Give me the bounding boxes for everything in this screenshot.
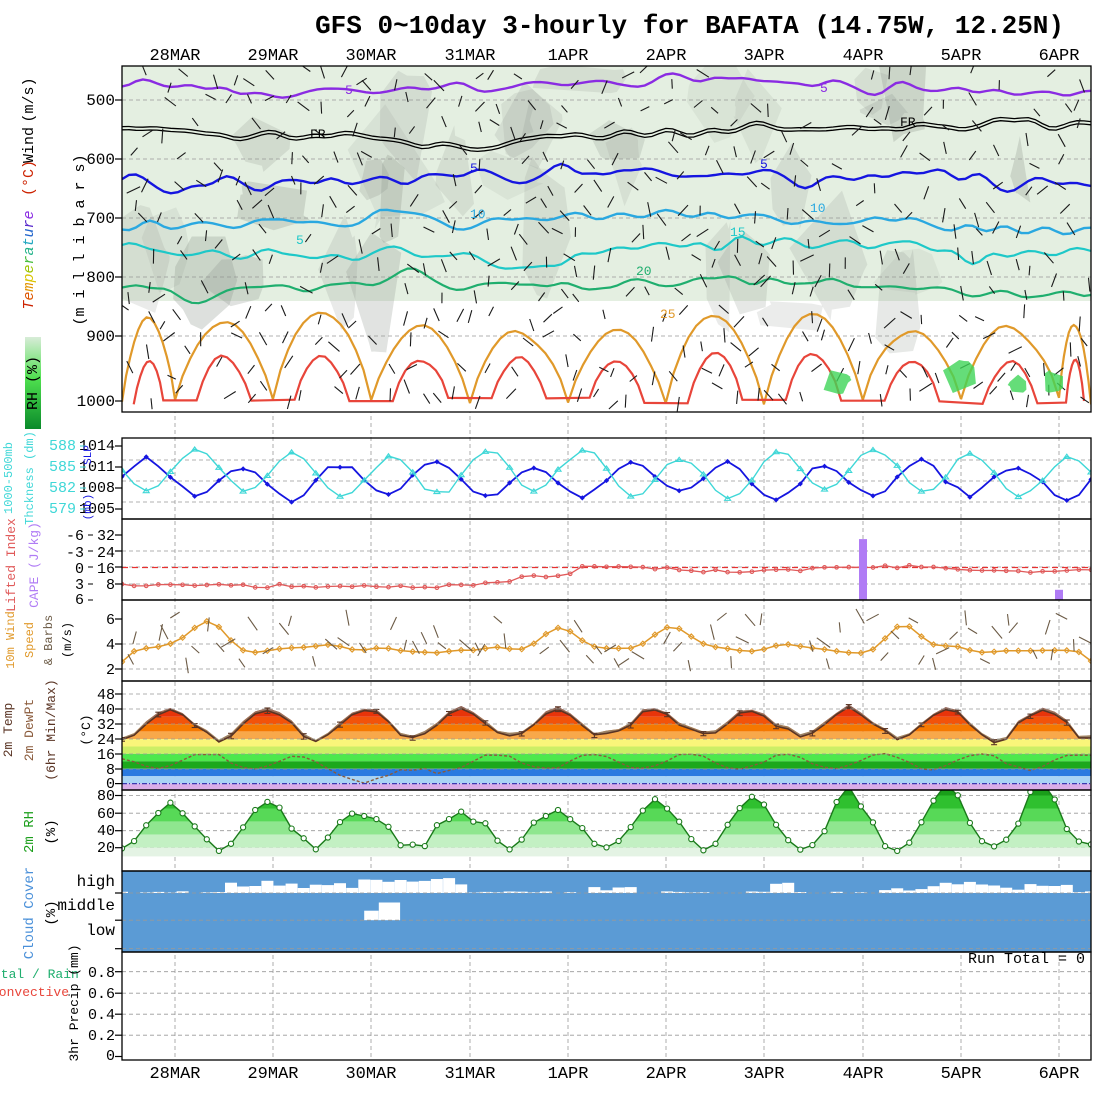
svg-text:0.4: 0.4 — [88, 1007, 115, 1024]
svg-text:600: 600 — [86, 151, 115, 169]
svg-text:5: 5 — [470, 161, 478, 176]
svg-text:Wind: Wind — [21, 127, 38, 163]
svg-text:2APR: 2APR — [646, 1065, 687, 1084]
svg-text:3hr Precip (mm): 3hr Precip (mm) — [67, 944, 82, 1061]
svg-text:& Barbs: & Barbs — [42, 615, 56, 665]
svg-text:1000-500mb: 1000-500mb — [2, 442, 16, 514]
svg-text:10: 10 — [810, 201, 826, 216]
svg-text:FR: FR — [900, 115, 916, 130]
svg-text:16: 16 — [97, 561, 115, 578]
svg-text:3APR: 3APR — [744, 47, 785, 66]
svg-text:-3: -3 — [66, 545, 84, 562]
svg-text:585: 585 — [49, 459, 76, 476]
svg-text:15: 15 — [730, 225, 746, 240]
svg-text:20: 20 — [636, 264, 652, 279]
svg-text:800: 800 — [86, 269, 115, 287]
svg-text:500: 500 — [86, 92, 115, 110]
svg-text:(6hr Min/Max): (6hr Min/Max) — [44, 679, 59, 780]
svg-text:middle: middle — [57, 897, 115, 915]
svg-text:5APR: 5APR — [941, 1065, 982, 1084]
svg-text:579: 579 — [49, 501, 76, 518]
svg-text:5APR: 5APR — [941, 47, 982, 66]
svg-text:32: 32 — [97, 528, 115, 545]
svg-text:0: 0 — [75, 561, 84, 578]
svg-text:4APR: 4APR — [843, 1065, 884, 1084]
svg-text:30MAR: 30MAR — [345, 47, 396, 66]
svg-text:FR: FR — [310, 127, 326, 142]
svg-text:5: 5 — [296, 233, 304, 248]
svg-text:Convective: Convective — [0, 985, 69, 1000]
svg-text:Thckness (dm): Thckness (dm) — [23, 431, 37, 525]
svg-text:31MAR: 31MAR — [444, 47, 495, 66]
svg-text:1APR: 1APR — [548, 1065, 589, 1084]
svg-text:(%): (%) — [44, 819, 60, 844]
svg-text:Run Total = 0: Run Total = 0 — [968, 951, 1085, 968]
svg-text:0.2: 0.2 — [88, 1028, 115, 1045]
svg-text:high: high — [77, 873, 115, 891]
svg-text:5: 5 — [820, 81, 828, 96]
svg-text:2m DewPt: 2m DewPt — [22, 699, 37, 761]
svg-text:(m/s): (m/s) — [61, 622, 75, 658]
svg-text:6APR: 6APR — [1039, 1065, 1080, 1084]
svg-text:0: 0 — [106, 1048, 115, 1065]
svg-text:3APR: 3APR — [744, 1065, 785, 1084]
svg-text:6: 6 — [106, 612, 115, 629]
svg-text:Cloud Cover: Cloud Cover — [22, 867, 38, 959]
svg-text:-6: -6 — [66, 528, 84, 545]
svg-text:6APR: 6APR — [1039, 47, 1080, 66]
svg-text:1APR: 1APR — [548, 47, 589, 66]
svg-text:700: 700 — [86, 210, 115, 228]
svg-text:(°C): (°C) — [79, 714, 94, 745]
svg-text:582: 582 — [49, 480, 76, 497]
svg-text:60: 60 — [97, 806, 115, 823]
svg-text:0.6: 0.6 — [88, 986, 115, 1003]
svg-text:SLP: SLP — [83, 445, 95, 465]
svg-text:80: 80 — [97, 788, 115, 805]
svg-text:10m Wind: 10m Wind — [4, 611, 18, 669]
svg-text:low: low — [86, 922, 115, 940]
svg-text:4: 4 — [106, 637, 115, 654]
svg-text:2: 2 — [106, 662, 115, 679]
svg-text:25: 25 — [660, 307, 676, 322]
svg-text:(mb): (mb) — [83, 494, 95, 520]
svg-text:CAPE (J/kg): CAPE (J/kg) — [27, 522, 42, 608]
svg-text:4APR: 4APR — [843, 47, 884, 66]
svg-text:40: 40 — [97, 823, 115, 840]
svg-text:10: 10 — [470, 207, 486, 222]
svg-text:588: 588 — [49, 438, 76, 455]
svg-text:Lifted Index: Lifted Index — [4, 518, 19, 612]
svg-text:(m i l l i b a r s): (m i l l i b a r s) — [72, 154, 89, 325]
svg-text:(°C): (°C) — [21, 160, 38, 196]
svg-text:0.8: 0.8 — [88, 965, 115, 982]
svg-text:29MAR: 29MAR — [247, 47, 298, 66]
svg-text:RH (%): RH (%) — [25, 356, 42, 410]
svg-text:30MAR: 30MAR — [345, 1065, 396, 1084]
svg-text:2APR: 2APR — [646, 47, 687, 66]
svg-text:29MAR: 29MAR — [247, 1065, 298, 1084]
svg-text:20: 20 — [97, 840, 115, 857]
svg-text:900: 900 — [86, 328, 115, 346]
svg-text:28MAR: 28MAR — [149, 1065, 200, 1084]
svg-text:2m RH: 2m RH — [22, 811, 38, 853]
svg-text:2m Temp: 2m Temp — [1, 703, 16, 758]
svg-text:GFS 0~10day 3-hourly for BAFAT: GFS 0~10day 3-hourly for BAFATA (14.75W,… — [315, 11, 1064, 41]
svg-text:8: 8 — [106, 577, 115, 594]
svg-text:5: 5 — [345, 83, 353, 98]
svg-text:(%): (%) — [44, 900, 60, 925]
svg-text:(m/s): (m/s) — [21, 77, 38, 122]
svg-text:28MAR: 28MAR — [149, 47, 200, 66]
svg-text:5: 5 — [760, 157, 768, 172]
svg-text:1000: 1000 — [77, 393, 115, 411]
svg-text:24: 24 — [97, 545, 115, 562]
svg-text:6: 6 — [75, 592, 84, 609]
svg-text:31MAR: 31MAR — [444, 1065, 495, 1084]
svg-text:Temperature: Temperature — [21, 210, 38, 309]
svg-text:Speed: Speed — [23, 622, 37, 658]
